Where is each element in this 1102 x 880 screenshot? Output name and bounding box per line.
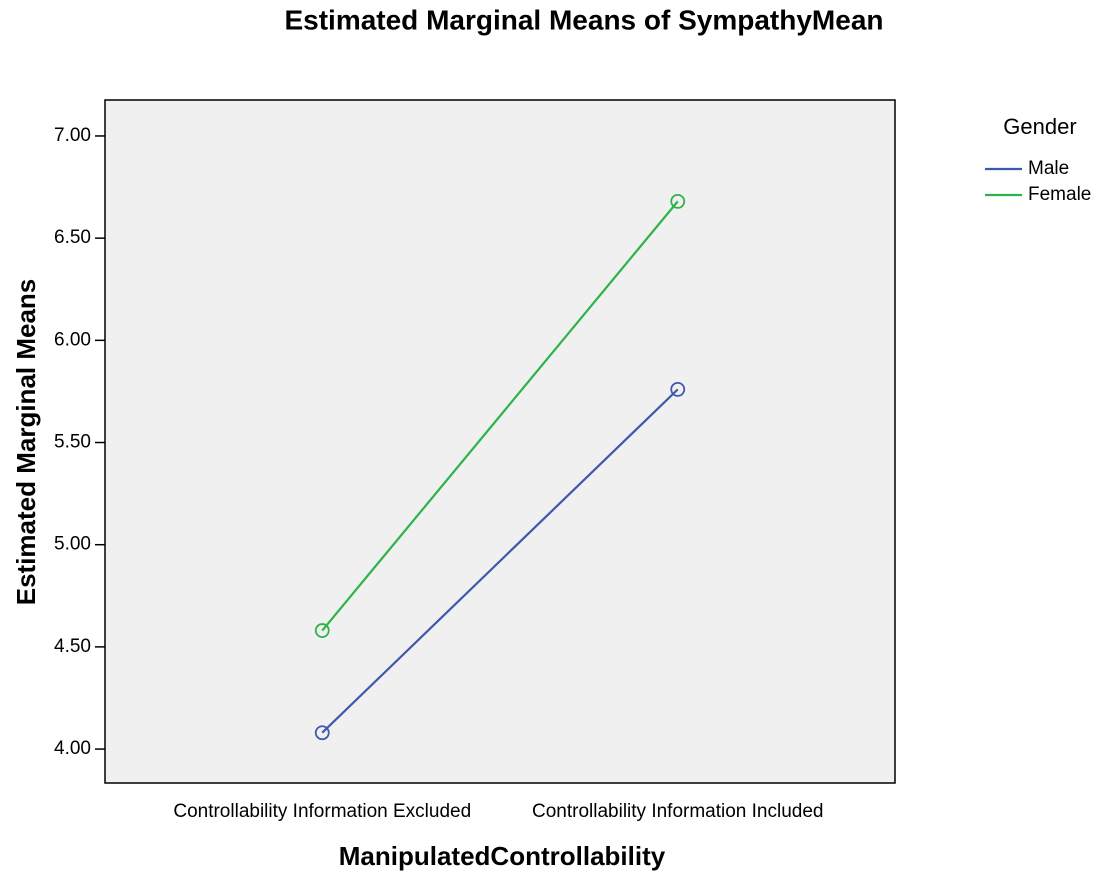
point-marker [314,623,330,638]
series-line [321,200,679,632]
point-marker [670,193,686,209]
y-tick-label: 7.00 [54,125,91,146]
legend-label: Female [1028,184,1091,205]
chart-title: Estimated Marginal Means of SympathyMean [284,4,883,35]
y-tick-label: 6.00 [54,329,91,350]
point-marker [670,381,686,397]
legend-label: Male [1028,158,1069,179]
legend-title: Gender [1003,114,1076,139]
y-tick-label: 5.50 [54,432,91,453]
y-tick-label: 5.00 [54,534,91,555]
y-tick-label: 4.00 [54,738,91,759]
plot-area [104,99,896,784]
x-tick-label: Controllability Information Included [532,801,824,822]
series-line [321,388,679,734]
x-tick-label: Controllability Information Excluded [173,801,471,822]
point-marker [314,725,330,741]
x-axis-label: ManipulatedControllability [339,841,666,871]
y-tick-label: 4.50 [54,636,91,657]
y-axis-label: Estimated Marginal Means [11,279,41,606]
y-tick-label: 6.50 [54,227,91,248]
